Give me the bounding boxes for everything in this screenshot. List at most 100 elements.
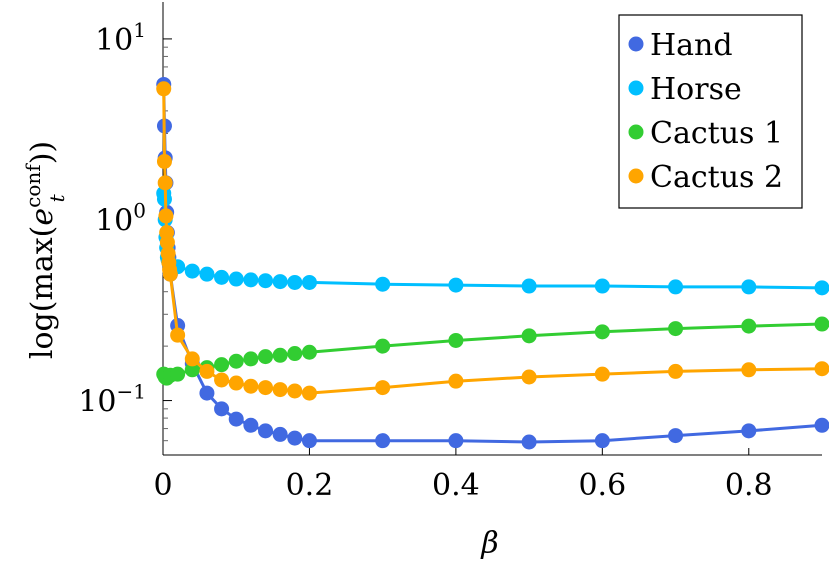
data-point-cactus-2 (287, 383, 303, 399)
data-point-hand (301, 433, 317, 449)
data-point-cactus-1 (287, 346, 303, 362)
data-point-cactus-1 (668, 321, 684, 337)
data-point-hand (668, 428, 684, 444)
data-point-horse (375, 276, 391, 292)
data-point-hand (287, 430, 303, 446)
x-tick-label: 0.2 (286, 468, 334, 503)
x-axis-title: β (480, 526, 498, 561)
data-point-cactus-2 (228, 375, 244, 391)
legend-marker-cactus-1 (628, 124, 644, 140)
data-point-cactus-2 (594, 366, 610, 382)
data-point-cactus-2 (814, 361, 829, 377)
data-point-hand (272, 426, 288, 442)
axes: 101 100 10−1 0 0.2 0.4 0.6 0.8 (78, 2, 822, 503)
x-tick-label: 0.4 (432, 468, 480, 503)
legend-marker-hand (628, 36, 644, 52)
data-point-cactus-1 (521, 328, 537, 344)
data-point-cactus-1 (741, 318, 757, 334)
data-point-cactus-2 (214, 372, 230, 388)
data-point-horse (258, 273, 274, 289)
y-tick-label: 10−1 (78, 380, 146, 420)
legend-label-hand: Hand (650, 28, 733, 63)
data-point-hand (228, 411, 244, 427)
y-tick-label: 101 (95, 18, 146, 58)
data-point-hand (243, 417, 259, 433)
y-axis-title-sup: conf (21, 163, 45, 208)
data-point-cactus-2 (258, 380, 274, 396)
data-point-horse (214, 269, 230, 285)
data-point-hand (214, 401, 230, 417)
data-point-horse (272, 274, 288, 290)
data-point-cactus-2 (668, 363, 684, 379)
data-point-hand (521, 434, 537, 450)
data-point-horse (184, 263, 200, 279)
data-point-cactus-2 (243, 378, 259, 394)
data-point-hand (448, 433, 464, 449)
data-point-cactus-1 (170, 366, 186, 382)
data-point-cactus-1 (184, 362, 200, 378)
series-cactus-1 (156, 316, 829, 386)
y-tick-label: 100 (95, 199, 146, 239)
data-point-cactus-2 (184, 351, 200, 367)
data-point-cactus-1 (243, 351, 259, 367)
legend-box (618, 14, 803, 209)
series-cactus-2 (156, 81, 829, 401)
data-point-horse (243, 272, 259, 288)
plot-area (156, 76, 829, 450)
data-point-cactus-1 (814, 316, 829, 332)
data-point-hand (258, 423, 274, 439)
x-tick-label: 0 (153, 468, 172, 503)
data-point-horse (521, 278, 537, 294)
data-point-cactus-2 (159, 234, 175, 250)
data-point-hand (814, 417, 829, 433)
data-point-hand (199, 385, 215, 401)
data-point-horse (668, 279, 684, 295)
data-point-cactus-2 (741, 362, 757, 378)
data-point-cactus-2 (272, 382, 288, 398)
y-axis-title-base: e (25, 208, 60, 226)
data-point-hand (741, 423, 757, 439)
data-point-cactus-2 (199, 363, 215, 379)
legend-marker-cactus-2 (628, 168, 644, 184)
data-point-cactus-2 (448, 373, 464, 389)
data-point-horse (287, 274, 303, 290)
data-point-cactus-2 (157, 175, 173, 191)
data-point-cactus-1 (272, 347, 288, 363)
data-point-horse (741, 279, 757, 295)
legend-label-cactus-1: Cactus 1 (650, 116, 783, 151)
data-point-horse (814, 280, 829, 296)
y-axis-title-text: log(max(econft)) (21, 141, 69, 359)
legend: Hand Horse Cactus 1 Cactus 2 (618, 14, 803, 209)
data-point-horse (228, 271, 244, 287)
data-point-cactus-2 (162, 266, 178, 282)
data-point-cactus-2 (156, 153, 172, 169)
data-point-hand (594, 433, 610, 449)
legend-label-cactus-2: Cactus 2 (650, 160, 783, 195)
data-point-cactus-1 (594, 324, 610, 340)
y-axis-title-post: )) (25, 141, 60, 164)
data-point-horse (448, 277, 464, 293)
x-tick-label: 0.6 (578, 468, 626, 503)
y-axis-title: log(max(econft)) (21, 141, 69, 359)
data-point-cactus-1 (214, 357, 230, 373)
data-point-cactus-2 (156, 81, 172, 97)
legend-label-horse: Horse (650, 72, 742, 107)
data-point-cactus-2 (301, 385, 317, 401)
data-point-cactus-1 (301, 344, 317, 360)
y-axis-title-pre: log(max( (25, 226, 60, 360)
y-axis-title-sub: t (45, 193, 69, 202)
data-point-horse (594, 278, 610, 294)
data-point-cactus-1 (258, 349, 274, 365)
data-point-cactus-1 (448, 332, 464, 348)
data-point-horse (199, 266, 215, 282)
data-point-cactus-2 (375, 380, 391, 396)
legend-marker-horse (628, 80, 644, 96)
data-point-cactus-2 (170, 327, 186, 343)
data-point-horse (301, 274, 317, 290)
x-tick-label: 0.8 (725, 468, 773, 503)
data-point-cactus-1 (228, 353, 244, 369)
data-point-cactus-1 (375, 338, 391, 354)
data-point-hand (375, 433, 391, 449)
data-point-cactus-2 (158, 208, 174, 224)
